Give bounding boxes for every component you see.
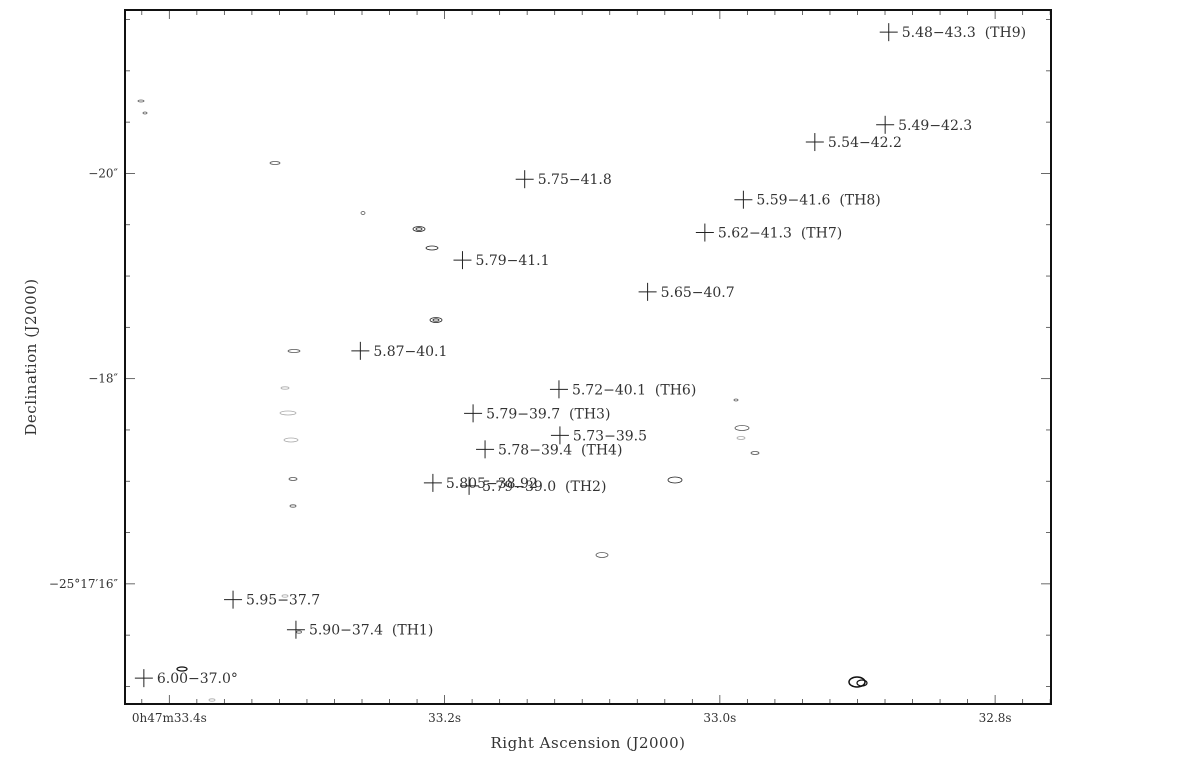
maser-label: 5.78−39.4 (TH4) [498, 442, 622, 458]
maser-marker: 5.49−42.3 [876, 115, 972, 134]
x-tick-label: 33.2s [428, 711, 461, 725]
maser-marker: 5.79−39.0 (TH2) [460, 476, 606, 495]
contour-blob [425, 245, 439, 251]
y-axis-label: Declination (J2000) [22, 278, 40, 435]
maser-marker: 5.87−40.1 [351, 341, 447, 360]
continuum-contours [137, 99, 868, 702]
contour-blob [750, 451, 760, 455]
contour-blob [269, 161, 281, 165]
contour-blob [734, 425, 750, 431]
x-axis-label: Right Ascension (J2000) [491, 734, 686, 752]
maser-label: 5.75−41.8 [538, 172, 612, 188]
contour-blob [733, 398, 739, 402]
x-tick-label: 0h47m33.4s [132, 711, 207, 725]
contour-blob [432, 318, 440, 322]
maser-marker: 5.95−37.7 [224, 590, 320, 609]
contour-blob [287, 349, 301, 353]
contour-blob [736, 436, 746, 440]
maser-marker: 5.62−41.3 (TH7) [695, 223, 842, 242]
contour-blob [280, 386, 290, 390]
maser-label: 5.79−39.7 (TH3) [486, 406, 610, 422]
maser-label: 5.54−42.2 [828, 135, 902, 151]
maser-marker: 6.00−37.0° [134, 669, 238, 688]
contour-blob [412, 226, 426, 232]
contour-blob [208, 698, 216, 702]
maser-label: 5.79−41.1 [475, 253, 549, 269]
maser-marker: 5.79−41.1 [453, 251, 550, 270]
maser-label: 5.90−37.4 (TH1) [309, 623, 433, 639]
maser-marker: 5.48−43.3 (TH9) [879, 23, 1026, 42]
contour-blob [856, 679, 868, 687]
maser-label: 5.48−43.3 (TH9) [902, 25, 1026, 41]
contour-blob [415, 227, 423, 231]
x-tick-label: 32.8s [979, 711, 1012, 725]
contour-blob [288, 477, 298, 481]
maser-label: 5.95−37.7 [246, 593, 320, 609]
tick-labels: 0h47m33.4s 33.2s 33.0s 32.8s −25°17′16″ −18″ −… [49, 166, 1012, 725]
maser-marker: 5.79−39.7 (TH3) [464, 404, 610, 423]
maser-label: 5.79−39.0 (TH2) [482, 479, 606, 495]
maser-marker: 5.75−41.8 [515, 170, 612, 189]
plot-frame [124, 9, 1052, 705]
contour-blob [176, 666, 188, 672]
contour-blob [360, 211, 366, 215]
maser-label: 5.65−40.7 [661, 285, 735, 301]
maser-marker: 5.78−39.4 (TH4) [476, 440, 622, 459]
maser-marker: 5.59−41.6 (TH8) [734, 190, 881, 209]
maser-marker: 5.72−40.1 (TH6) [549, 380, 696, 399]
y-tick-label: −25°17′16″ [49, 577, 119, 591]
contour-blob [289, 504, 297, 508]
contour-blob [848, 676, 866, 688]
contour-blob [281, 594, 289, 598]
maser-marker: 5.90−37.4 (TH1) [286, 620, 433, 639]
contour-blob [283, 437, 299, 443]
contour-blob [137, 99, 145, 103]
maser-marker: 5.73−39.5 [550, 426, 647, 445]
maser-marker: 5.54−42.2 [805, 133, 902, 152]
contour-blob [667, 476, 683, 484]
maser-label: 5.73−39.5 [573, 428, 647, 444]
contour-blob [296, 630, 302, 634]
maser-label: 6.00−37.0° [157, 671, 238, 687]
y-tick-label: −20″ [88, 166, 118, 180]
maser-markers: 6.00−37.0°5.90−37.4 (TH1)5.95−37.75.805−… [134, 23, 1026, 688]
maser-label: 5.59−41.6 (TH8) [756, 193, 880, 209]
contour-blob [279, 410, 297, 416]
maser-label: 5.72−40.1 (TH6) [572, 382, 696, 398]
x-tick-label: 33.0s [703, 711, 736, 725]
maser-label: 5.62−41.3 (TH7) [718, 226, 842, 242]
contour-blob [429, 317, 443, 323]
maser-label: 5.49−42.3 [898, 118, 972, 134]
contour-blob [142, 111, 148, 115]
contour-blob [595, 552, 609, 558]
maser-label: 5.87−40.1 [373, 344, 447, 360]
y-tick-label: −18″ [88, 372, 118, 386]
maser-marker: 5.65−40.7 [638, 282, 735, 301]
